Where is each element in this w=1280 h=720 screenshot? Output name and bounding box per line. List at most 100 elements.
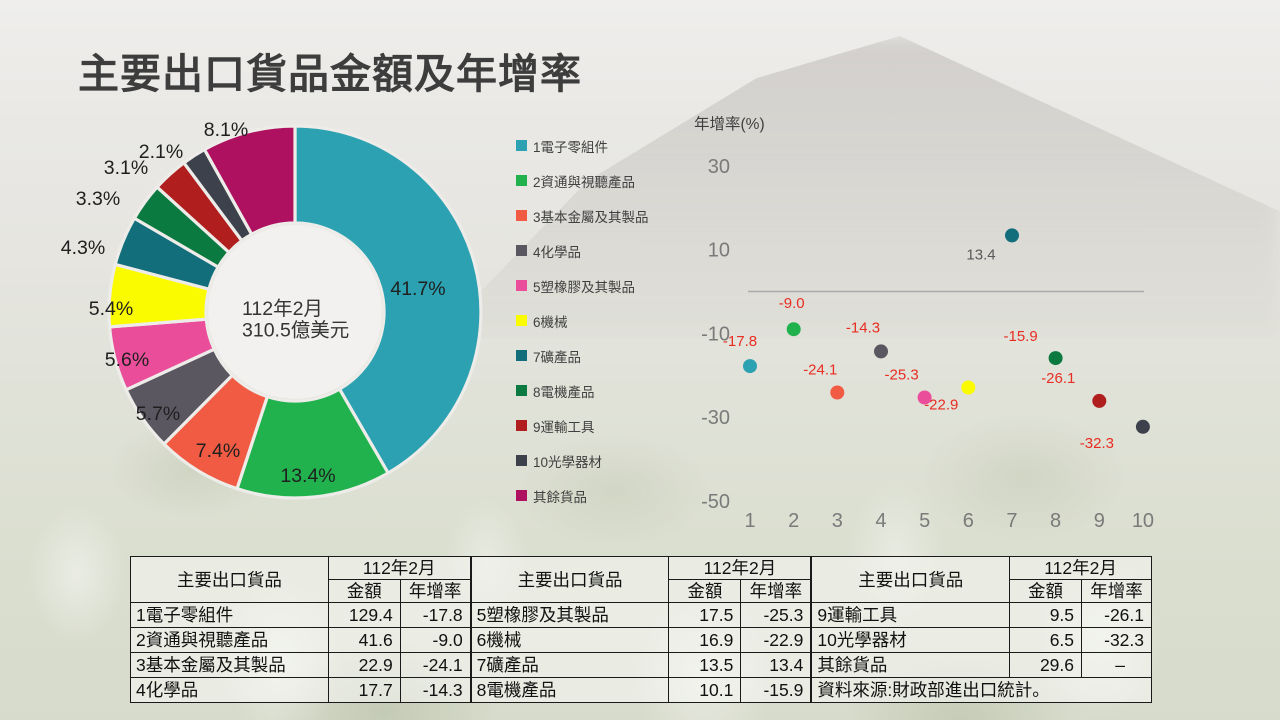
- donut-slice-1: [293, 124, 483, 476]
- legend-swatch: [516, 490, 527, 501]
- legend-label: 9運輸工具: [533, 419, 595, 435]
- yoy-cell: –: [1081, 652, 1153, 678]
- category-cell: 9運輸工具: [811, 602, 1011, 628]
- amount-cell: 22.9: [327, 652, 401, 678]
- amount-cell: 17.5: [668, 602, 742, 628]
- col-header-category: 主要出口貨品: [811, 556, 1011, 603]
- legend-label: 其餘貨品: [533, 489, 587, 505]
- table-row: 6機械 16.9 -22.9: [470, 627, 812, 653]
- yoy-cell: 13.4: [740, 652, 812, 678]
- legend-item: 3基本金屬及其製品: [516, 198, 649, 233]
- category-cell: 3基本金屬及其製品: [130, 652, 329, 678]
- yoy-cell: -15.9: [740, 677, 812, 703]
- donut-hole: [208, 225, 382, 399]
- export-data-table: 主要出口貨品 112年2月 金額 年增率 1電子零組件 129.4 -17.8 …: [130, 556, 1153, 703]
- legend-swatch: [516, 175, 527, 186]
- amount-cell: 9.5: [1009, 602, 1083, 628]
- legend-swatch: [516, 350, 527, 361]
- table-row: 5塑橡膠及其製品 17.5 -25.3: [470, 602, 812, 628]
- legend-swatch: [516, 280, 527, 291]
- chart-legend: 1電子零組件 2資通與視聽產品 3基本金屬及其製品 4化學品 5塑橡膠及其製品 …: [516, 128, 649, 513]
- category-cell: 5塑橡膠及其製品: [470, 602, 670, 628]
- x-axis-tick-label: 6: [963, 510, 974, 532]
- amount-cell: 129.4: [327, 602, 401, 628]
- donut-chart-svg: 41.7% 13.4% 7.4% 5.7% 5.6% 5.4% 4.3% 3.3% 3.1%2.…: [61, 119, 483, 500]
- scatter-point-9: [1092, 393, 1107, 408]
- legend-label: 5塑橡膠及其製品: [533, 279, 636, 295]
- donut-percent-label: 2.1%: [139, 141, 183, 163]
- legend-label: 3基本金屬及其製品: [533, 209, 649, 225]
- col-header-yoy: 年增率: [1081, 579, 1153, 603]
- donut-percent-label: 4.3%: [61, 237, 105, 259]
- col-header-amount: 金額: [327, 579, 401, 603]
- scatter-point-label: -15.9: [1003, 328, 1037, 345]
- category-cell: 1電子零組件: [130, 602, 329, 628]
- table-row: 4化學品 17.7 -14.3: [130, 677, 471, 703]
- scatter-point-label: -9.0: [779, 295, 805, 312]
- amount-cell: 10.1: [668, 677, 742, 703]
- scatter-point-label: -26.1: [1041, 370, 1075, 387]
- x-axis-tick-label: 4: [875, 510, 886, 532]
- donut-chart: 41.7% 13.4% 7.4% 5.7% 5.6% 5.4% 4.3% 3.3% 3.1% 2.…: [40, 100, 510, 530]
- col-header-amount: 金額: [1009, 579, 1083, 603]
- amount-cell: 17.7: [327, 677, 401, 703]
- scatter-point-label: -22.9: [924, 397, 958, 414]
- y-axis-tick-label: -10: [701, 323, 730, 345]
- legend-label: 1電子零組件: [533, 139, 609, 155]
- donut-percent-label: 7.4%: [196, 440, 240, 462]
- amount-cell: 16.9: [668, 627, 742, 653]
- scatter-chart-svg: 年增率(%) 30 10 -10 -30 -50 1 2 3 4 5 6 7 8 9 10 -17.8 -9.0 -…: [694, 115, 1154, 532]
- legend-item: 10光學器材: [516, 443, 649, 478]
- category-cell: 7礦產品: [470, 652, 670, 678]
- table-row: 資料來源:財政部進出口統計。: [811, 677, 1153, 703]
- yoy-cell: -26.1: [1081, 602, 1153, 628]
- legend-swatch: [516, 210, 527, 221]
- x-axis-tick-label: 8: [1050, 510, 1061, 532]
- amount-cell: 41.6: [327, 627, 401, 653]
- col-header-yoy: 年增率: [740, 579, 812, 603]
- scatter-axis-title: 年增率(%): [694, 115, 765, 133]
- table-group-2: 主要出口貨品 112年2月 金額 年增率 5塑橡膠及其製品 17.5 -25.3…: [470, 556, 812, 703]
- amount-cell: 29.6: [1009, 652, 1083, 678]
- yoy-cell: -32.3: [1081, 627, 1153, 653]
- scatter-point-label: 13.4: [966, 246, 995, 263]
- y-axis-tick-label: -50: [701, 491, 730, 513]
- y-axis-tick-label: -30: [701, 407, 730, 429]
- x-axis-tick-label: 7: [1006, 510, 1017, 532]
- col-header-period: 112年2月: [668, 556, 812, 580]
- legend-item: 9運輸工具: [516, 408, 649, 443]
- scatter-chart: 年增率(%) 30 10 -10 -30 -50 1 2 3 4 5 6 7 8 9 10 -17.8 -9.0 -…: [680, 100, 1260, 545]
- scatter-point-2: [786, 322, 801, 337]
- legend-label: 2資通與視聽產品: [533, 174, 636, 190]
- legend-label: 8電機產品: [533, 384, 595, 400]
- legend-swatch: [516, 385, 527, 396]
- donut-percent-label: 5.6%: [105, 349, 149, 371]
- legend-swatch: [516, 245, 527, 256]
- donut-percent-label: 41.7%: [390, 278, 445, 300]
- scatter-point-label: -17.8: [723, 333, 757, 350]
- category-cell: 其餘貨品: [811, 652, 1011, 678]
- table-row: 1電子零組件 129.4 -17.8: [130, 602, 471, 628]
- legend-swatch: [516, 315, 527, 326]
- donut-percent-label: 3.1%: [104, 157, 148, 179]
- x-axis-tick-label: 3: [832, 510, 843, 532]
- legend-item: 其餘貨品: [516, 478, 649, 513]
- col-header-yoy: 年增率: [399, 579, 471, 603]
- amount-cell: 6.5: [1009, 627, 1083, 653]
- data-source-note: 資料來源:財政部進出口統計。: [811, 677, 1153, 703]
- table-row: 其餘貨品 29.6 –: [811, 652, 1153, 678]
- legend-swatch: [516, 455, 527, 466]
- donut-percent-label: 3.3%: [76, 188, 120, 210]
- category-cell: 10光學器材: [811, 627, 1011, 653]
- scatter-point-label: -32.3: [1080, 435, 1114, 452]
- x-axis-tick-label: 9: [1094, 510, 1105, 532]
- donut-percent-label: 5.7%: [136, 403, 180, 425]
- scatter-point-4: [874, 344, 888, 359]
- page-title: 主要出口貨品金額及年增率: [78, 51, 582, 97]
- scatter-point-1: [743, 359, 757, 374]
- legend-item: 5塑橡膠及其製品: [516, 268, 649, 303]
- scatter-point-label: -24.1: [803, 362, 837, 379]
- x-axis-tick-label: 10: [1132, 510, 1154, 532]
- col-header-period: 112年2月: [1009, 556, 1153, 580]
